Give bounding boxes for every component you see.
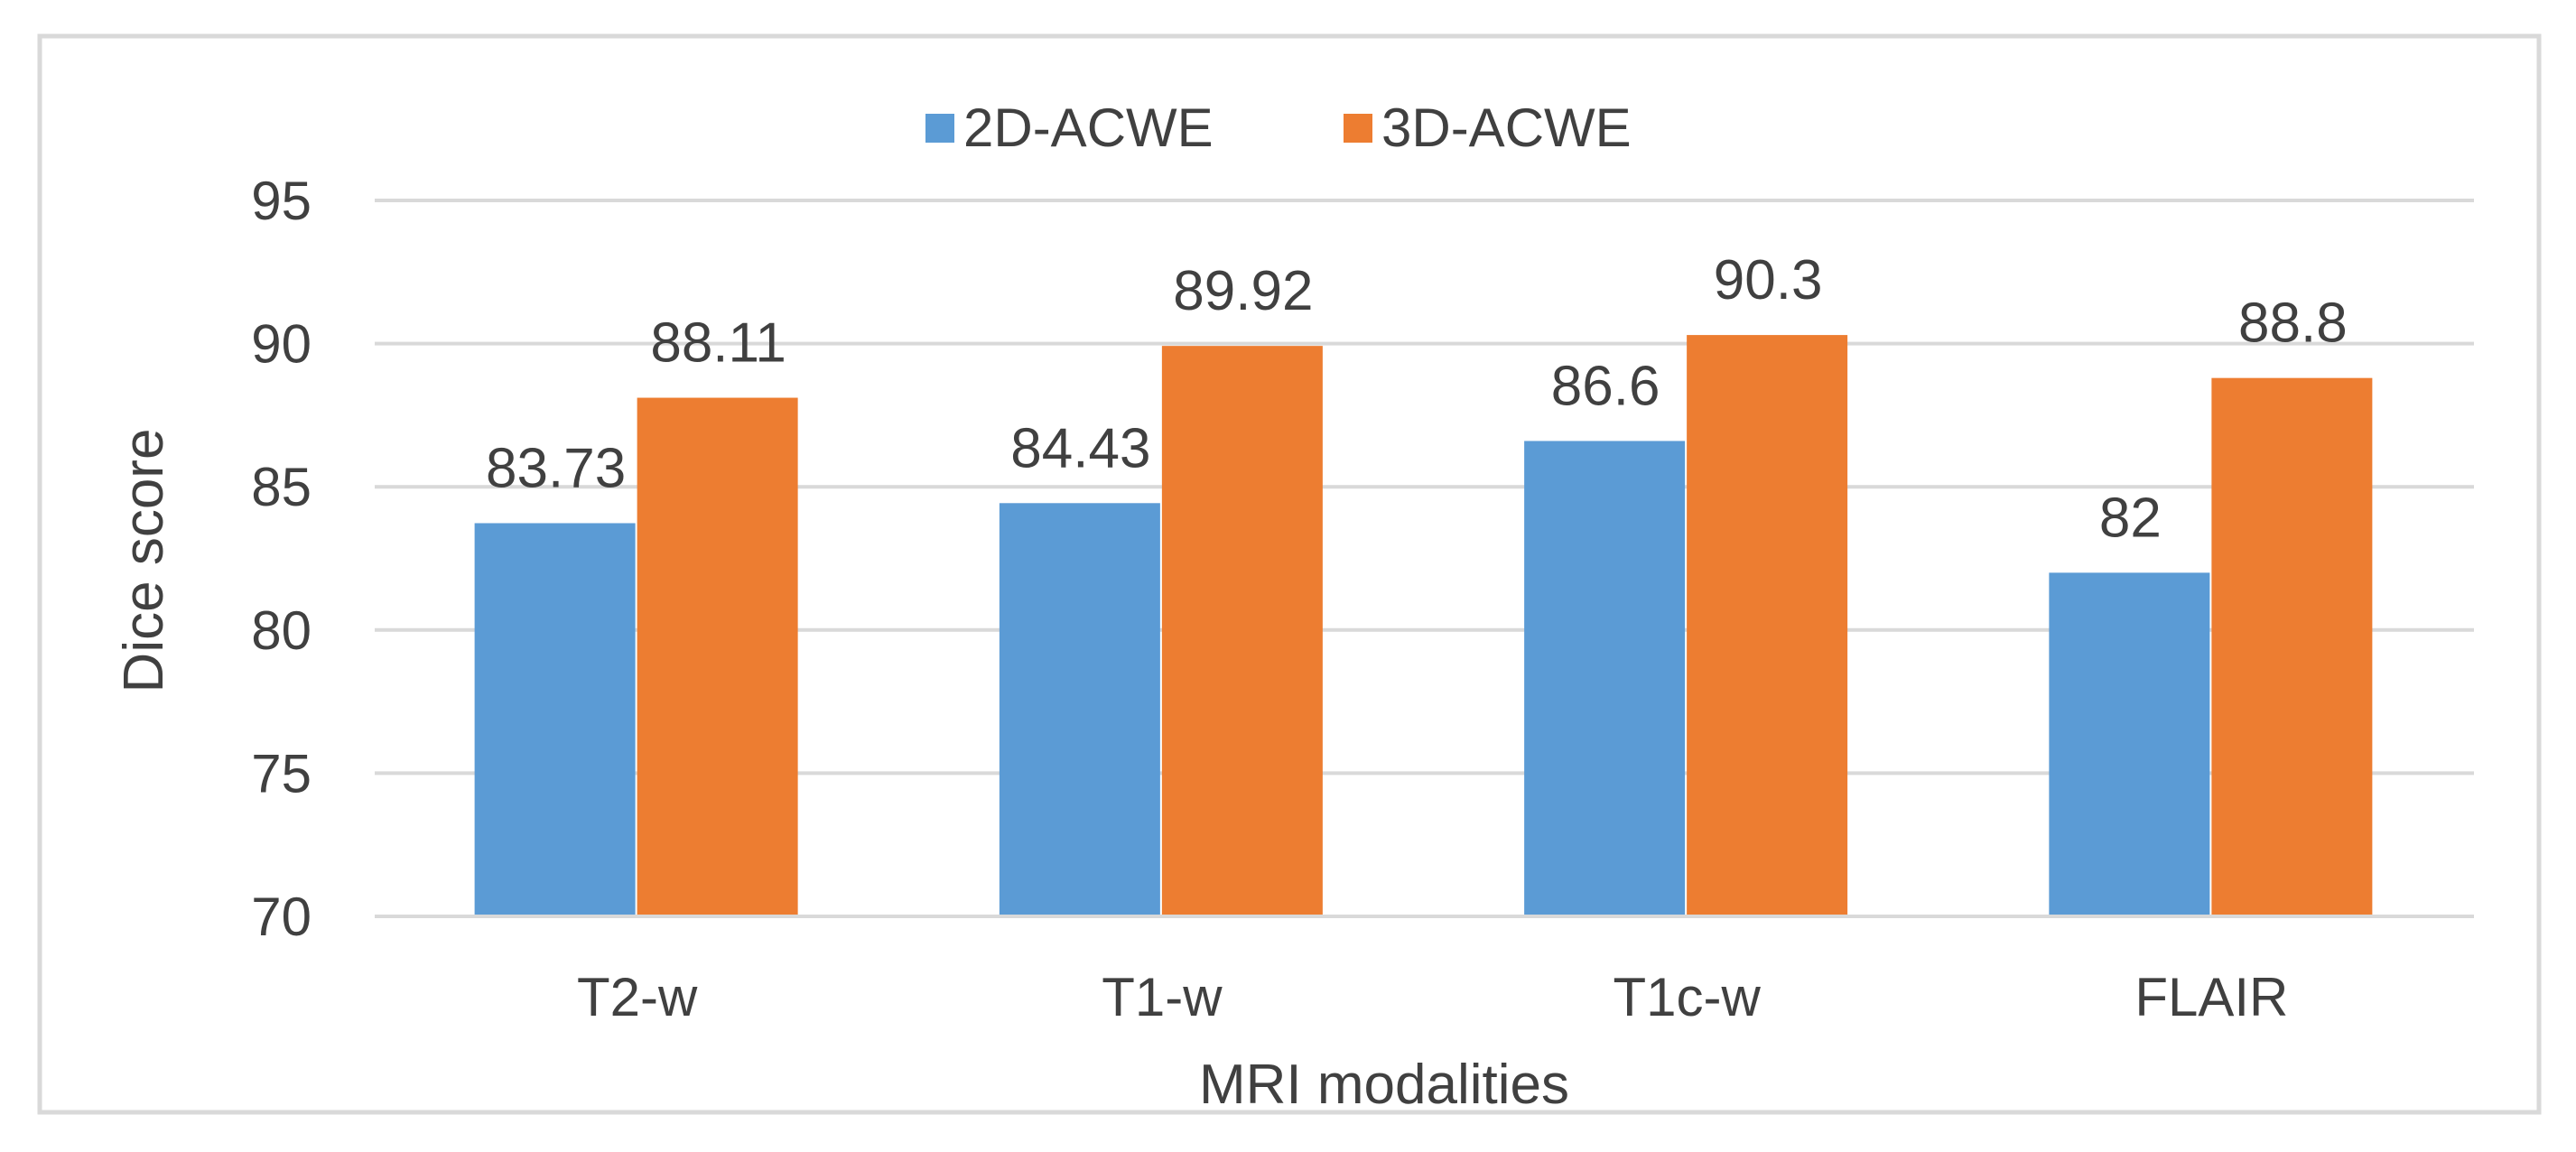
bar-2d-acwe-t2-w: [474, 523, 636, 916]
x-axis-title: MRI modalities: [1199, 1054, 1569, 1116]
legend-swatch-3d-acwe: [1344, 114, 1372, 143]
legend-label: 2D-ACWE: [963, 98, 1214, 158]
bar-2d-acwe-flair: [2049, 572, 2210, 916]
y-tick-label: 70: [251, 887, 312, 947]
axes: 70 75 80 85 90 95 T2-w T1-w T1c-w FLAIR: [251, 171, 2474, 1027]
data-label: 88.11: [650, 312, 786, 375]
data-label: 90.3: [1714, 249, 1823, 311]
x-tick-label: FLAIR: [2134, 967, 2288, 1027]
bar-3d-acwe-t2-w: [637, 397, 798, 917]
bar-3d-acwe-t1-w: [1161, 346, 1323, 917]
bar-3d-acwe-t1c-w: [1687, 335, 1848, 917]
bars: [474, 335, 2373, 917]
bar-2d-acwe-t1c-w: [1524, 441, 1686, 916]
data-label: 83.73: [486, 437, 626, 499]
y-tick-label: 95: [251, 171, 312, 231]
x-tick-label: T2-w: [577, 967, 698, 1027]
x-tick-label: T1-w: [1102, 967, 1223, 1027]
data-label: 86.6: [1551, 355, 1660, 417]
data-label: 89.92: [1173, 260, 1313, 322]
data-label: 84.43: [1010, 417, 1150, 479]
data-label: 88.8: [2238, 293, 2348, 355]
data-label: 82: [2099, 487, 2162, 549]
y-tick-label: 80: [251, 600, 312, 661]
bar-2d-acwe-t1-w: [999, 503, 1160, 916]
y-tick-label: 90: [251, 314, 312, 375]
y-axis-title: Dice score: [113, 429, 175, 693]
legend-swatch-2d-acwe: [925, 114, 954, 143]
x-tick-label: T1c-w: [1613, 967, 1761, 1027]
y-tick-label: 75: [251, 743, 312, 804]
data-labels: 83.73 88.11 84.43 89.92 86.6 90.3 82 88.8: [486, 249, 2348, 549]
legend-label: 3D-ACWE: [1381, 98, 1632, 158]
legend: 2D-ACWE 3D-ACWE: [925, 98, 1632, 158]
y-tick-label: 85: [251, 457, 312, 517]
bar-3d-acwe-flair: [2211, 377, 2373, 916]
